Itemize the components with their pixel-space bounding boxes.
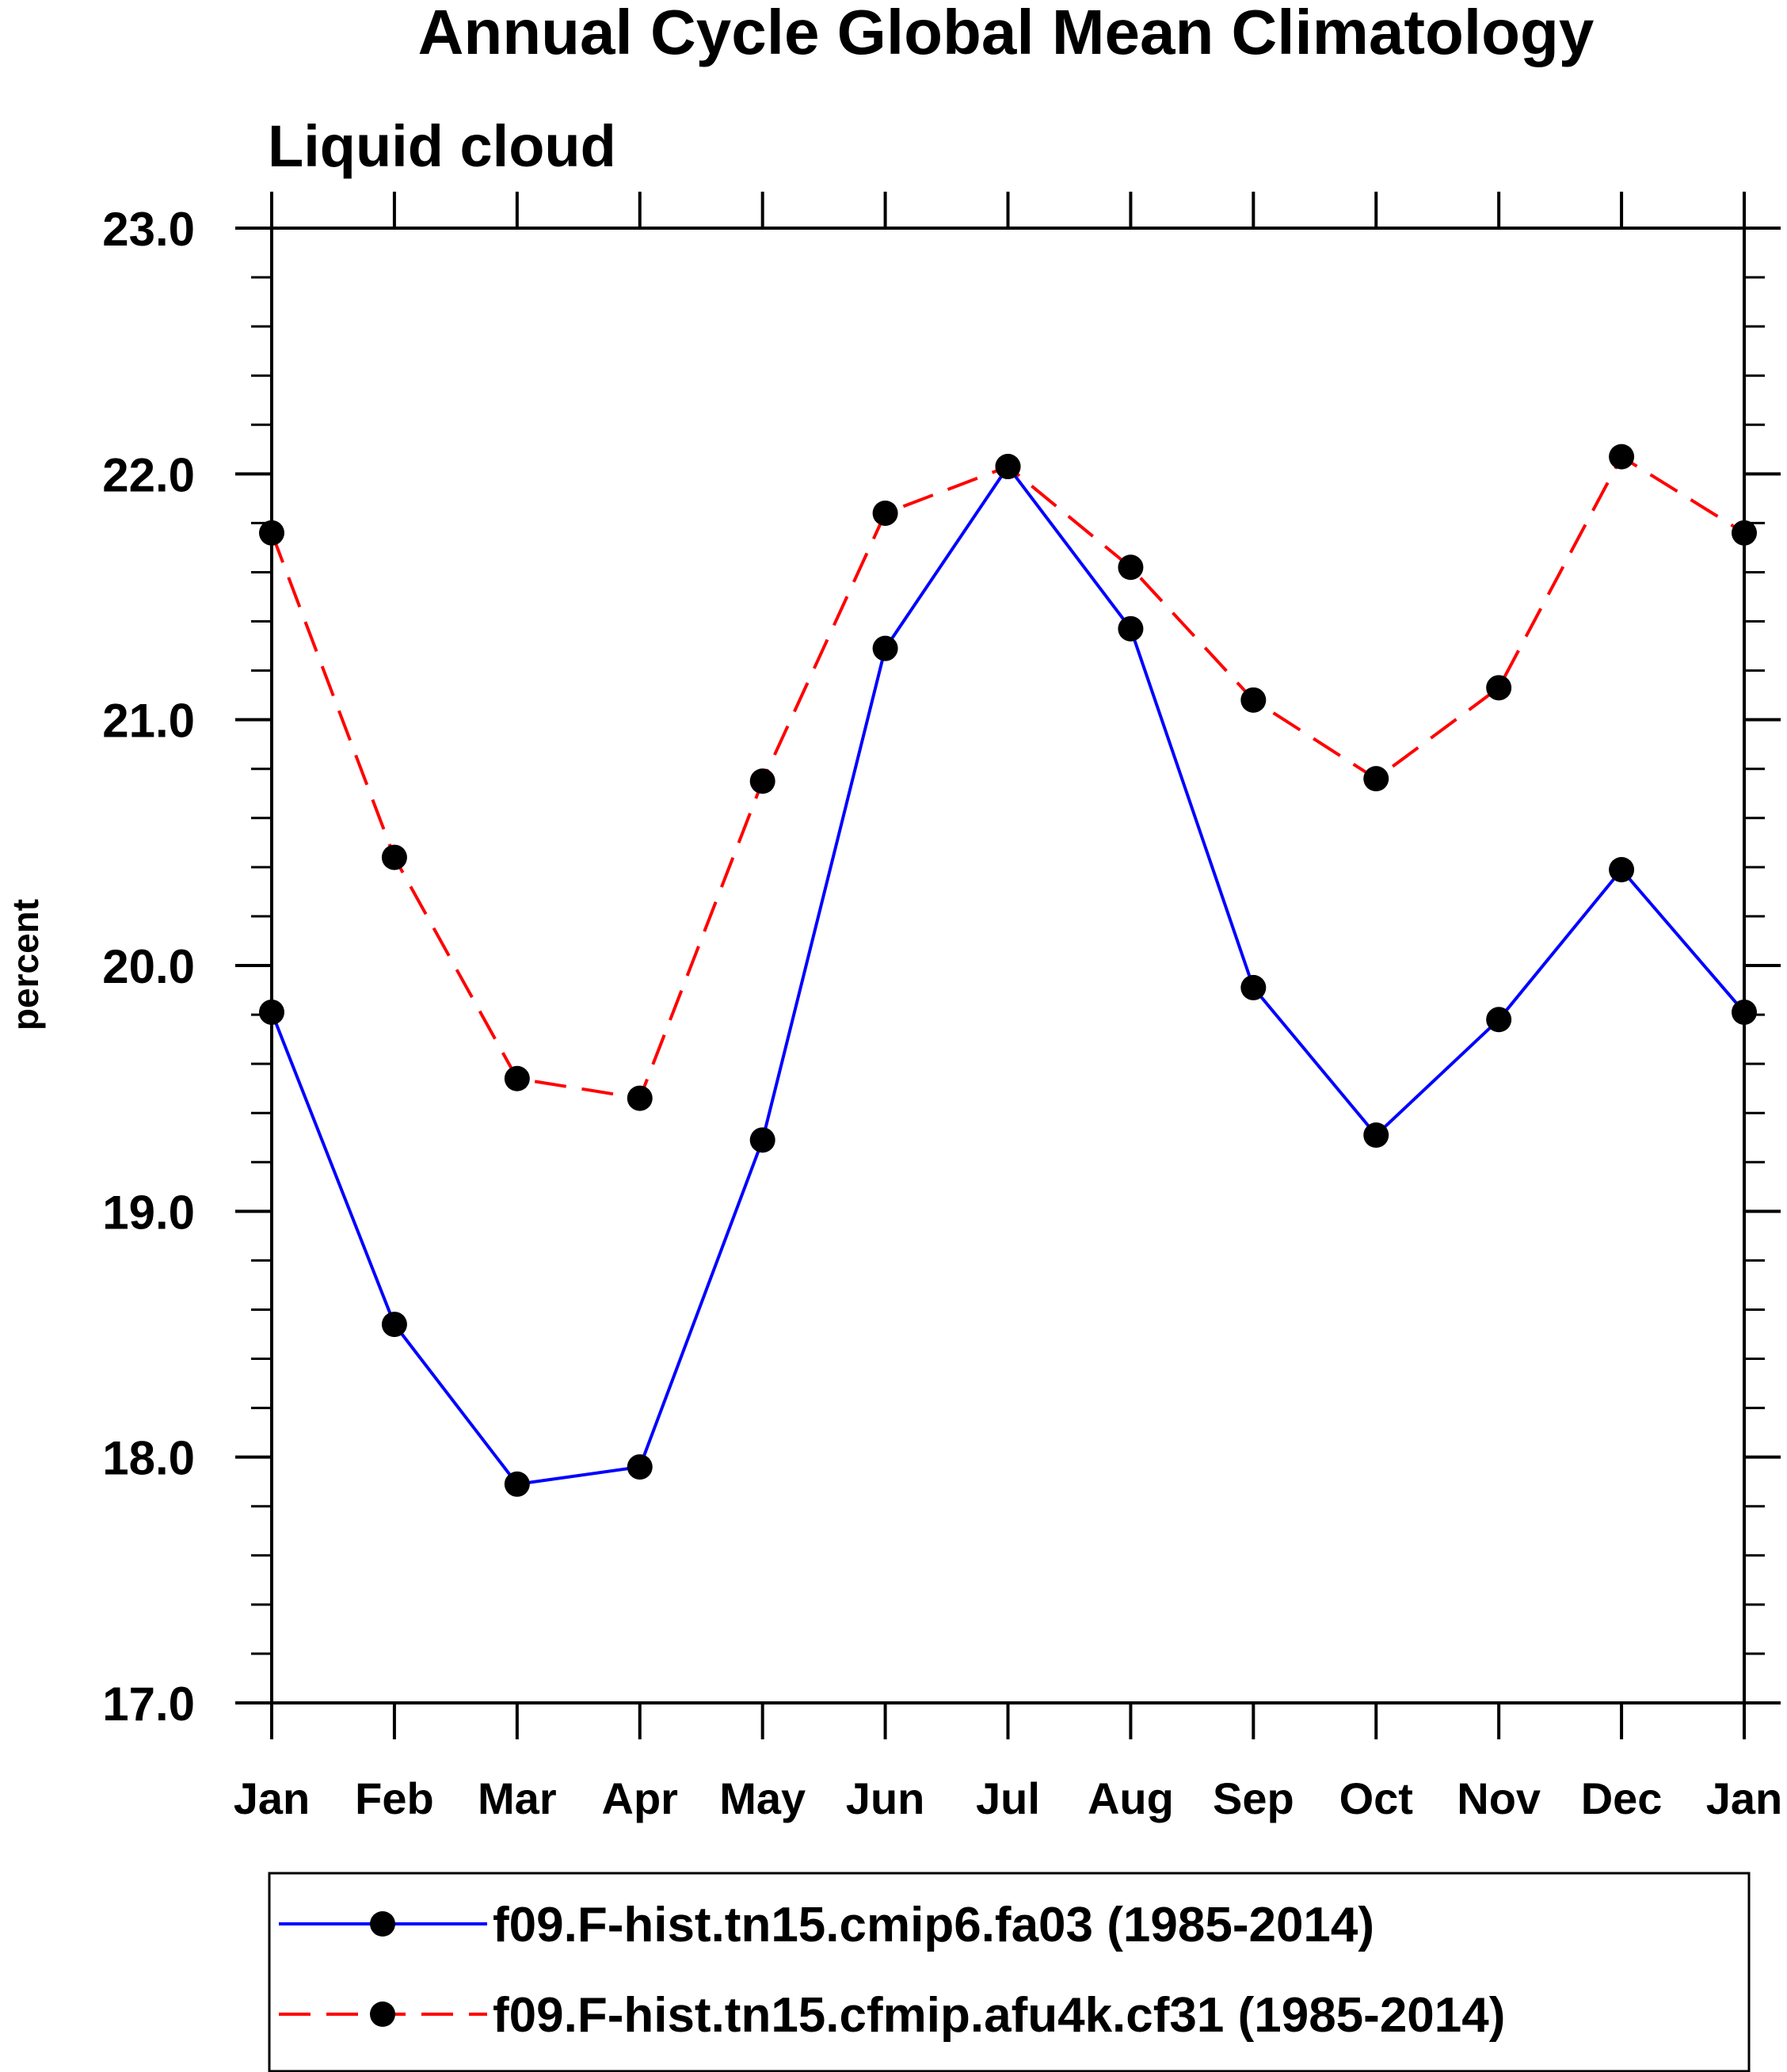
x-tick-labels: Jan Feb Mar Apr May Jun Jul Aug Sep Oct Nov Dec Jan [234,1773,1783,1823]
series-point [872,635,898,661]
series-point [749,1127,775,1153]
series-line [270,454,1746,1100]
legend: f09.F-hist.tn15.cmip6.fa03 (1985-2014) f0… [268,1872,1751,2072]
legend-items: f09.F-hist.tn15.cmip6.fa03 (1985-2014) f0… [279,1898,1505,2043]
y-tick-label: 23.0 [102,203,195,256]
x-tick-label: Sep [1213,1773,1294,1823]
series-point [872,500,898,526]
legend-marker [370,2002,395,2027]
y-tick-label: 19.0 [102,1186,195,1239]
series-point [1609,856,1635,882]
x-tick-label: May [719,1773,806,1823]
x-tick-label: Nov [1457,1773,1541,1823]
series-point [627,1085,653,1111]
y-tick-label: 17.0 [102,1678,195,1731]
x-tick-label: Aug [1088,1773,1174,1823]
legend-box [268,1872,1751,2072]
legend-marker [370,1911,395,1937]
y-tick-label: 18.0 [102,1432,195,1485]
x-tick-label: Jun [846,1773,925,1823]
series-point [1118,554,1144,581]
series-point [1609,444,1635,470]
y-axis-label: percent [5,899,46,1030]
x-tick-label: Jul [976,1773,1040,1823]
chart-title: Annual Cycle Global Mean Climatology [418,0,1595,67]
series-point [995,454,1021,480]
y-tick-labels: 17.0 18.0 19.0 20.0 21.0 22.0 23.0 [102,203,195,1731]
legend-label: f09.F-hist.tn15.cmip6.fa03 (1985-2014) [493,1898,1374,1952]
series-point [1240,687,1267,713]
series-point [1118,615,1144,642]
series-layer [259,444,1757,1497]
x-tick-label: Feb [355,1773,434,1823]
axis-ticks [235,192,1781,1739]
x-tick-label: Jan [234,1773,311,1823]
y-tick-label: 21.0 [102,695,195,748]
series-point [749,768,775,794]
series-point [627,1454,653,1480]
x-tick-label: Jan [1706,1773,1783,1823]
x-tick-label: Mar [478,1773,557,1823]
series-point [504,1065,530,1091]
series-point [381,1312,407,1338]
series-line [270,463,1746,1486]
series-point [1486,675,1512,701]
x-tick-label: Oct [1339,1773,1413,1823]
series-point [1240,974,1267,1000]
y-tick-label: 20.0 [102,940,195,993]
chart-subtitle: Liquid cloud [268,113,616,179]
series-point [381,844,407,870]
series-point [1363,1122,1389,1148]
series-point [504,1471,530,1497]
series-point [1363,766,1389,792]
plot-frame [270,227,1746,1704]
x-tick-label: Apr [602,1773,678,1823]
series-point [1486,1007,1512,1033]
y-tick-label: 22.0 [102,448,195,501]
legend-label: f09.F-hist.tn15.cfmip.afu4k.cf31 (1985-2… [493,1988,1505,2043]
x-tick-label: Dec [1581,1773,1663,1823]
